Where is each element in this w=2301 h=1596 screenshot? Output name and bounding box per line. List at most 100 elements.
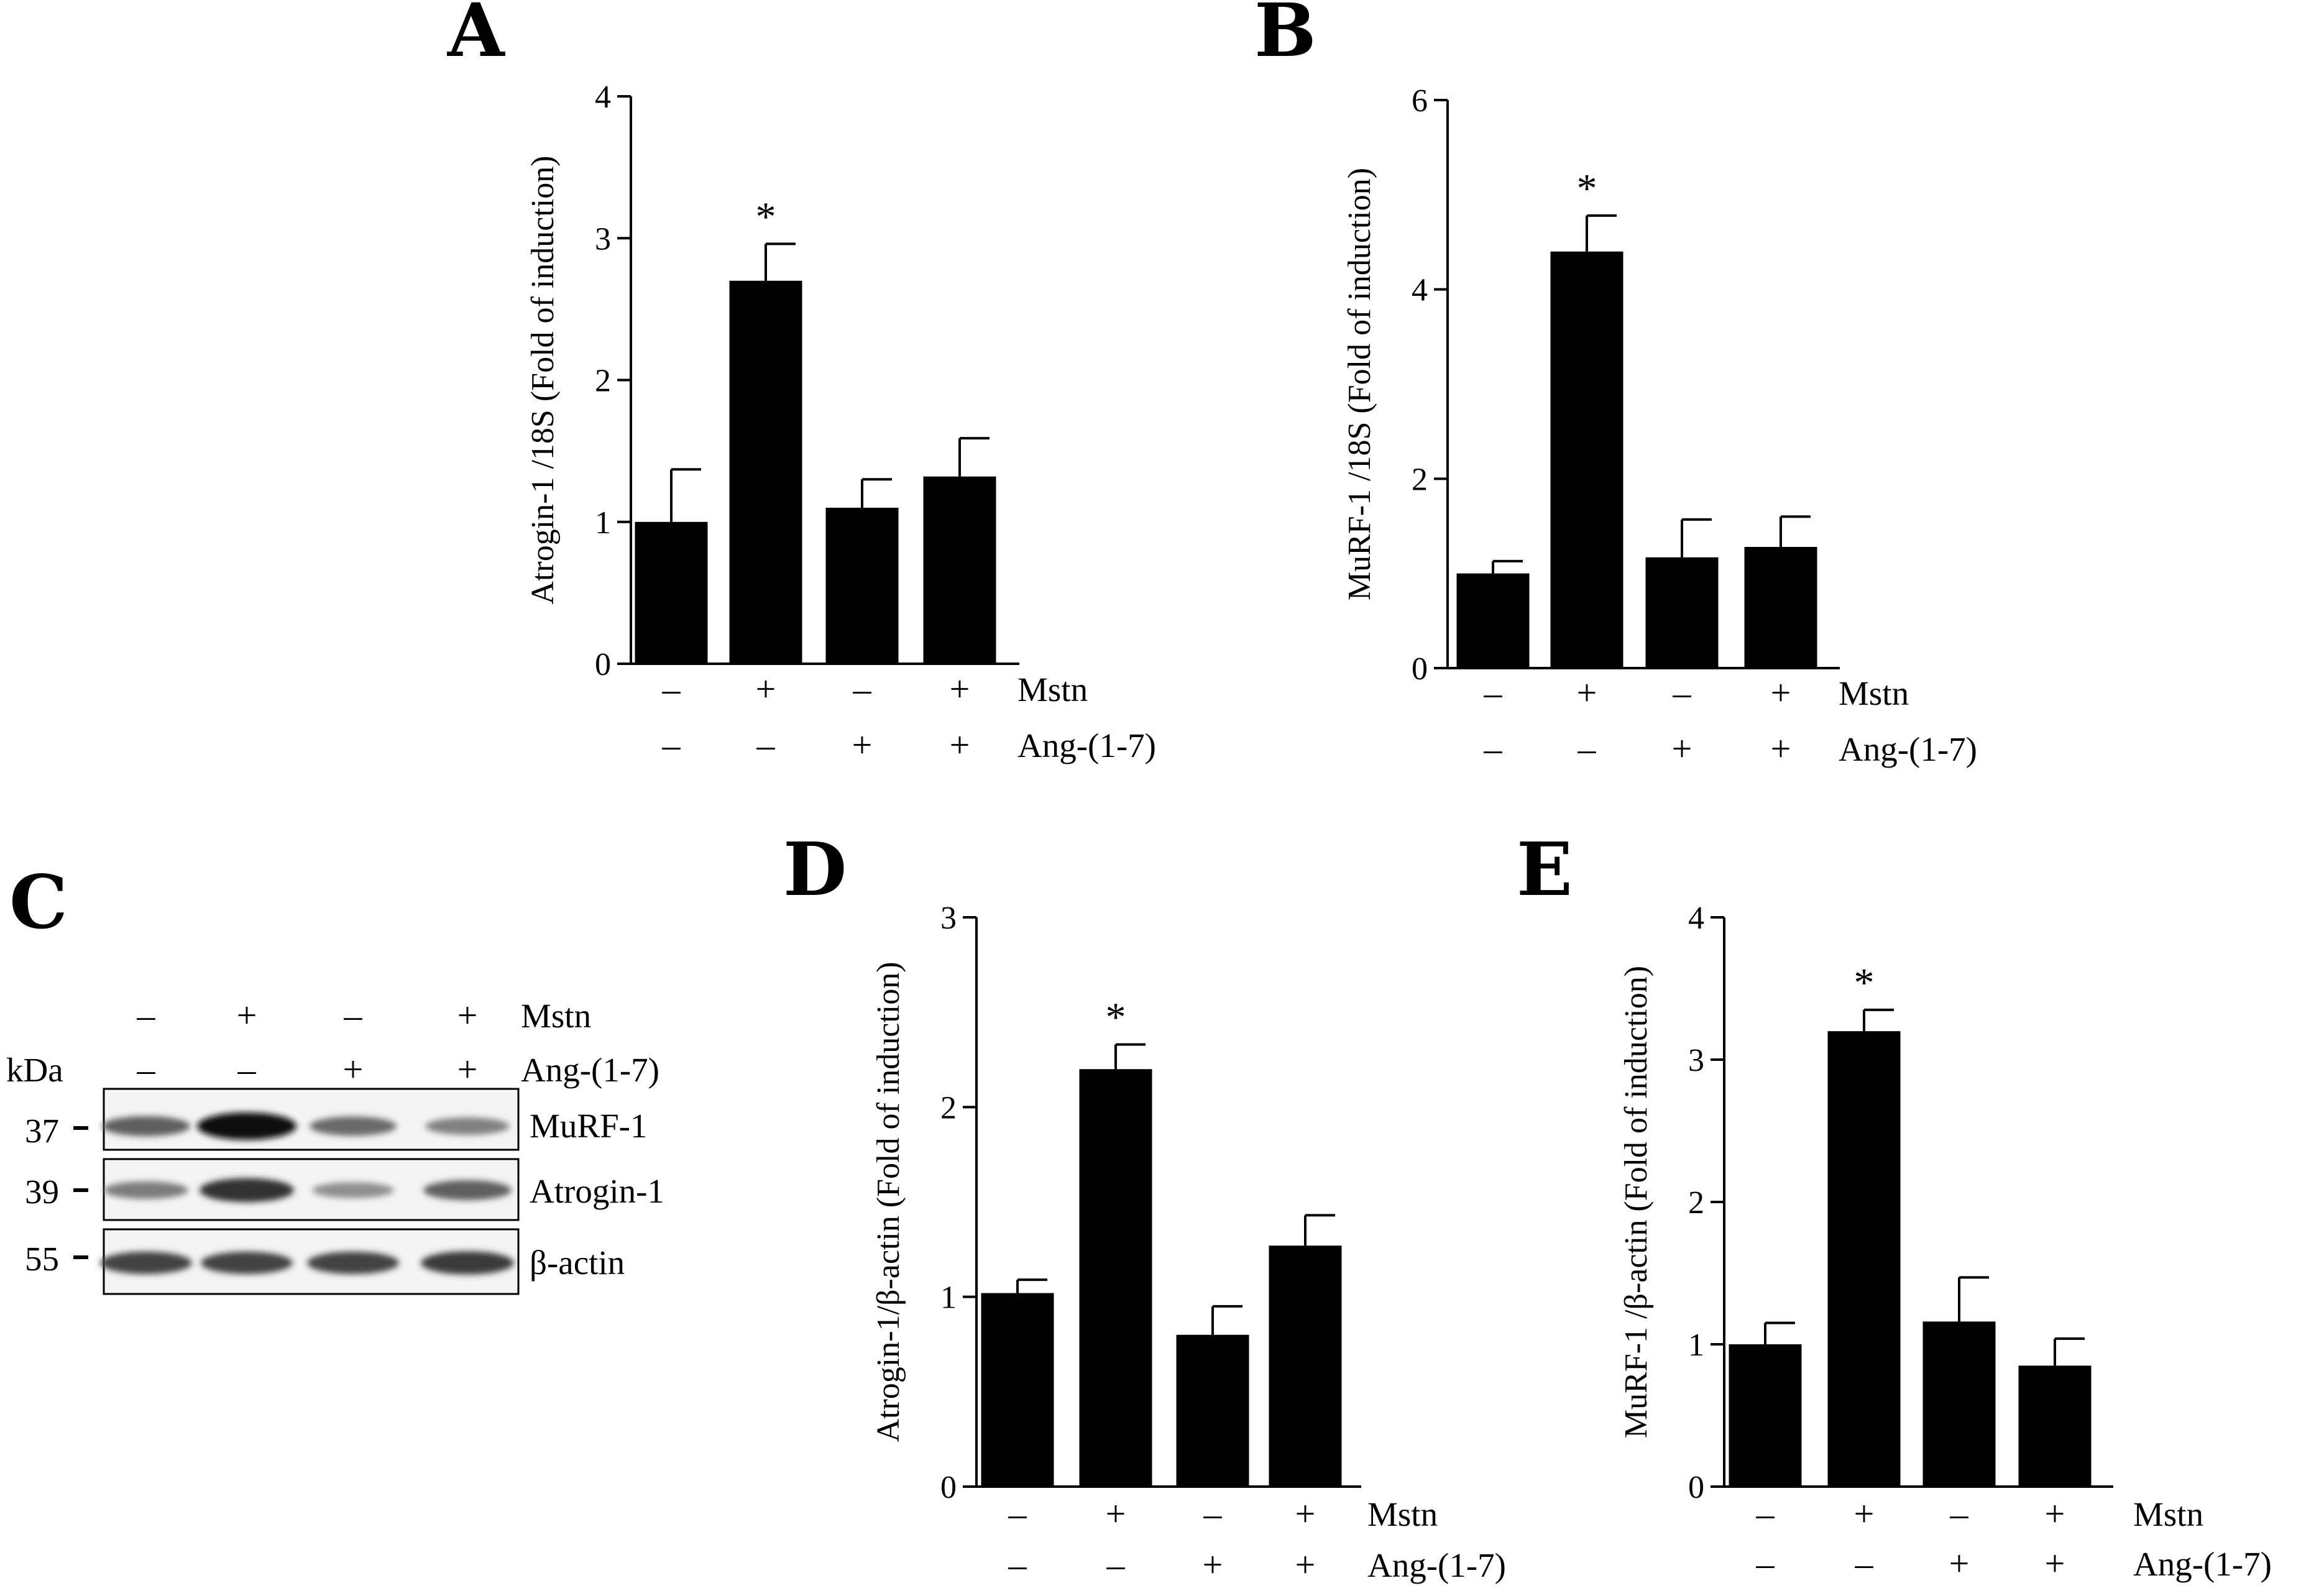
panel-title-c: C — [9, 859, 68, 945]
significance-marker: * — [1577, 166, 1597, 211]
x-sign-ang: + — [1295, 1544, 1316, 1585]
y-tick-label: 3 — [940, 901, 957, 936]
y-tick-label: 3 — [595, 221, 611, 257]
x-sign-ang: – — [1484, 728, 1503, 769]
x-sign-ang: + — [1771, 728, 1791, 769]
y-tick-label: 2 — [1412, 462, 1428, 497]
y-tick-label: 1 — [1688, 1328, 1704, 1363]
x-sign-mstn: – — [662, 669, 681, 709]
x-sign-ang: + — [1203, 1544, 1223, 1585]
y-tick-label: 2 — [1688, 1185, 1704, 1221]
western-blot-panel: C – + – + Mstn kDa – – + + Ang-(1-7) 37 … — [6, 859, 664, 1295]
y-tick-label: 2 — [940, 1090, 957, 1126]
y-tick-label: 0 — [1688, 1470, 1704, 1505]
x-sign-mstn: – — [1756, 1493, 1775, 1534]
y-tick-label: 0 — [1412, 651, 1428, 687]
x-sign-mstn: – — [1950, 1493, 1969, 1534]
x-sign-mstn: – — [1203, 1493, 1223, 1534]
bar-chart-b: B 0 2 4 6 MuRF-1 /18S (Fold of induction) – – * +… — [1254, 0, 1977, 769]
y-axis-label: Atrogin-1/β-actin (Fold of induction) — [871, 961, 906, 1442]
blot-label-murf1: MuRF-1 — [530, 1107, 648, 1145]
ang-sign-lane-4: + — [457, 1049, 478, 1089]
ang-label: Ang-(1-7) — [521, 1051, 659, 1089]
bar — [2018, 1365, 2092, 1487]
bar — [1827, 1031, 1901, 1487]
blot-label-atrogin1: Atrogin-1 — [530, 1172, 664, 1210]
bar-chart-d: D 0 1 2 3 Atrogin-1/β-actin (Fold of inductio… — [783, 826, 1506, 1585]
y-tick-label: 4 — [1688, 901, 1704, 936]
blot-band — [102, 1116, 190, 1137]
kda-tick-atrogin1 — [73, 1188, 88, 1192]
y-tick-label: 4 — [1412, 273, 1428, 308]
mstn-sign-lane-1: – — [137, 995, 156, 1035]
x-sign-ang: – — [1106, 1544, 1126, 1585]
ang-sign-lane-3: + — [343, 1049, 364, 1089]
blot-band — [423, 1180, 512, 1201]
bar — [1269, 1245, 1342, 1487]
bar — [1456, 573, 1530, 668]
x-sign-ang: – — [1855, 1543, 1874, 1584]
x-sign-ang: – — [1578, 728, 1597, 769]
kda-value-atrogin1: 39 — [25, 1173, 59, 1211]
significance-marker: * — [756, 194, 776, 239]
blot-band — [100, 1251, 192, 1275]
bar — [1744, 547, 1817, 668]
kda-tick-murf1 — [73, 1126, 88, 1130]
bar — [1922, 1321, 1996, 1487]
blot-band — [200, 1178, 294, 1203]
x-sign-mstn: – — [1484, 672, 1503, 713]
significance-marker: * — [1854, 960, 1875, 1006]
x-sign-mstn: + — [950, 669, 970, 709]
x-sign-ang: + — [852, 725, 873, 765]
blot-label-actin: β-actin — [530, 1244, 625, 1282]
panel-title: D — [783, 826, 847, 912]
panel-title: B — [1254, 0, 1316, 73]
y-axis-label: MuRF-1 /β-actin (Fold of induction) — [1619, 966, 1654, 1438]
x-sign-ang: – — [1756, 1543, 1775, 1584]
significance-marker: * — [1106, 995, 1126, 1040]
x-sign-mstn: – — [1673, 672, 1692, 713]
bar-chart-a: A 0 1 2 3 4 Atrogin-1 /18S (Fold of induction)… — [447, 0, 1156, 765]
x-sign-ang: – — [662, 725, 681, 765]
kda-value-murf1: 37 — [25, 1112, 59, 1150]
x-sign-ang: + — [950, 725, 970, 765]
x-sign-ang: – — [756, 725, 776, 765]
y-tick-label: 6 — [1412, 83, 1428, 119]
blot-band — [197, 1112, 296, 1140]
kda-tick-actin — [73, 1255, 88, 1259]
bar — [923, 476, 996, 664]
y-tick-label: 2 — [595, 364, 611, 399]
x-sign-ang: + — [2045, 1543, 2065, 1584]
bar — [1079, 1069, 1152, 1487]
x-sign-ang: + — [1672, 728, 1692, 769]
bar — [1176, 1334, 1249, 1487]
y-tick-label: 1 — [595, 505, 611, 541]
treatment-label-ang: Ang-(1-7) — [2133, 1545, 2272, 1583]
x-sign-mstn: + — [1295, 1493, 1316, 1534]
kda-label: kDa — [6, 1051, 63, 1089]
x-sign-mstn: – — [1008, 1493, 1027, 1534]
mstn-sign-lane-3: – — [344, 995, 363, 1035]
ang-sign-lane-1: – — [137, 1049, 156, 1089]
bar — [1729, 1344, 1802, 1487]
blot-band — [421, 1251, 514, 1275]
treatment-label-mstn: Mstn — [2133, 1495, 2203, 1533]
blot-band — [307, 1251, 399, 1275]
x-sign-mstn: + — [1106, 1493, 1126, 1534]
bar — [981, 1293, 1054, 1487]
blot-band — [425, 1117, 510, 1135]
blot-band — [312, 1182, 394, 1198]
x-sign-mstn: + — [756, 669, 776, 709]
treatment-label-ang: Ang-(1-7) — [1017, 727, 1156, 764]
bar — [825, 507, 899, 664]
y-axis-label: MuRF-1 /18S (Fold of induction) — [1342, 168, 1377, 600]
x-sign-mstn: + — [1577, 672, 1597, 713]
x-sign-mstn: + — [1771, 672, 1791, 713]
blot-bands — [100, 1112, 514, 1275]
treatment-label-ang: Ang-(1-7) — [1367, 1546, 1506, 1584]
y-tick-label: 0 — [595, 647, 611, 682]
panel-title: A — [447, 0, 505, 73]
treatment-label-mstn: Mstn — [1017, 671, 1088, 709]
blot-band — [310, 1116, 397, 1136]
